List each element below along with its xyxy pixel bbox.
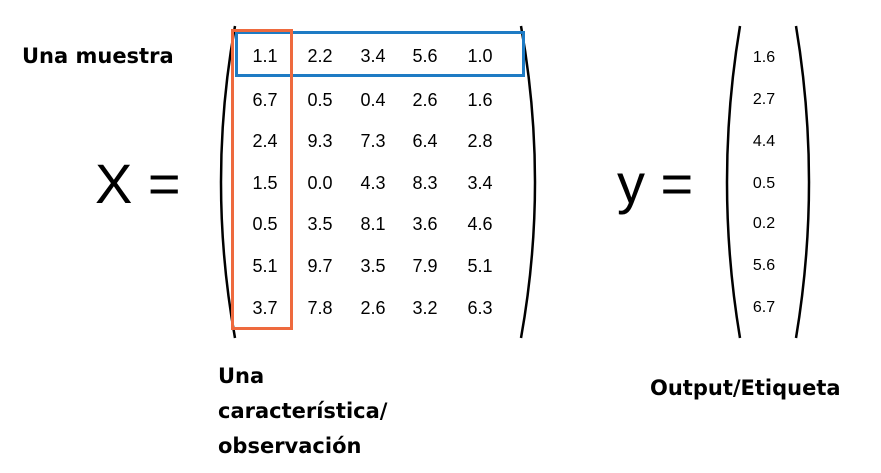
matrix-x-cell: 3.6 (412, 214, 438, 234)
matrix-x-cell: 3.4 (467, 173, 493, 193)
matrix-x-cell: 0.0 (307, 173, 333, 193)
matrix-x-cell: 4.3 (360, 173, 386, 193)
vector-y-cell: 5.6 (752, 257, 776, 274)
matrix-x-cell: 2.2 (307, 46, 333, 66)
matrix-x-cell: 5.1 (467, 256, 493, 276)
matrix-x-cell: 1.6 (467, 90, 493, 110)
matrix-x-cell: 0.5 (307, 90, 333, 110)
y-symbol: y = (617, 152, 694, 215)
vector-y-left-paren (725, 25, 742, 339)
matrix-x-cell: 3.2 (412, 298, 438, 318)
matrix-x-cell: 3.4 (360, 46, 386, 66)
matrix-x-left-paren (219, 25, 237, 339)
matrix-x-cell: 6.3 (467, 298, 493, 318)
matrix-x-cell: 8.3 (412, 173, 438, 193)
sample-row-highlight (235, 31, 525, 77)
matrix-x-cell: 1.0 (467, 46, 493, 66)
matrix-x-cell: 7.9 (412, 256, 438, 276)
sample-label: Una muestra (22, 44, 174, 68)
x-symbol: X = (95, 152, 181, 215)
matrix-x-cell: 4.6 (467, 214, 493, 234)
vector-y-cell: 1.6 (752, 49, 776, 66)
vector-y-cell: 0.5 (752, 175, 776, 192)
matrix-x-cell: 9.7 (307, 256, 333, 276)
matrix-x-cell: 7.8 (307, 298, 333, 318)
vector-y-cell: 4.4 (752, 133, 776, 150)
matrix-x-cell: 3.5 (360, 256, 386, 276)
feature-label-line1: Una (218, 364, 265, 388)
matrix-x-cell: 1.1 (252, 46, 278, 66)
matrix-x-cell: 1.5 (252, 173, 278, 193)
matrix-x-cell: 3.7 (252, 298, 278, 318)
matrix-x-cell: 5.1 (252, 256, 278, 276)
output-label: Output/Etiqueta (650, 376, 841, 400)
feature-column-highlight (231, 29, 293, 330)
vector-y-cell: 2.7 (752, 91, 776, 108)
matrix-x-cell: 5.6 (412, 46, 438, 66)
vector-y-cell: 0.2 (752, 215, 776, 232)
matrix-x-cell: 3.5 (307, 214, 333, 234)
matrix-x-cell: 0.4 (360, 90, 386, 110)
feature-label-line3: observación (218, 434, 362, 458)
matrix-x-cell: 9.3 (307, 131, 333, 151)
matrix-x-cell: 2.6 (412, 90, 438, 110)
matrix-x-cell: 6.7 (252, 90, 278, 110)
matrix-x-cell: 8.1 (360, 214, 386, 234)
feature-label-line2: característica/ (218, 399, 388, 423)
matrix-x-cell: 7.3 (360, 131, 386, 151)
matrix-x-cell: 2.8 (467, 131, 493, 151)
vector-y-cell: 6.7 (752, 299, 776, 316)
matrix-x-cell: 6.4 (412, 131, 438, 151)
matrix-x-cell: 2.6 (360, 298, 386, 318)
vector-y-right-paren (794, 25, 811, 339)
matrix-x-cell: 0.5 (252, 214, 278, 234)
matrix-x-right-paren (519, 25, 537, 339)
matrix-x-cell: 2.4 (252, 131, 278, 151)
